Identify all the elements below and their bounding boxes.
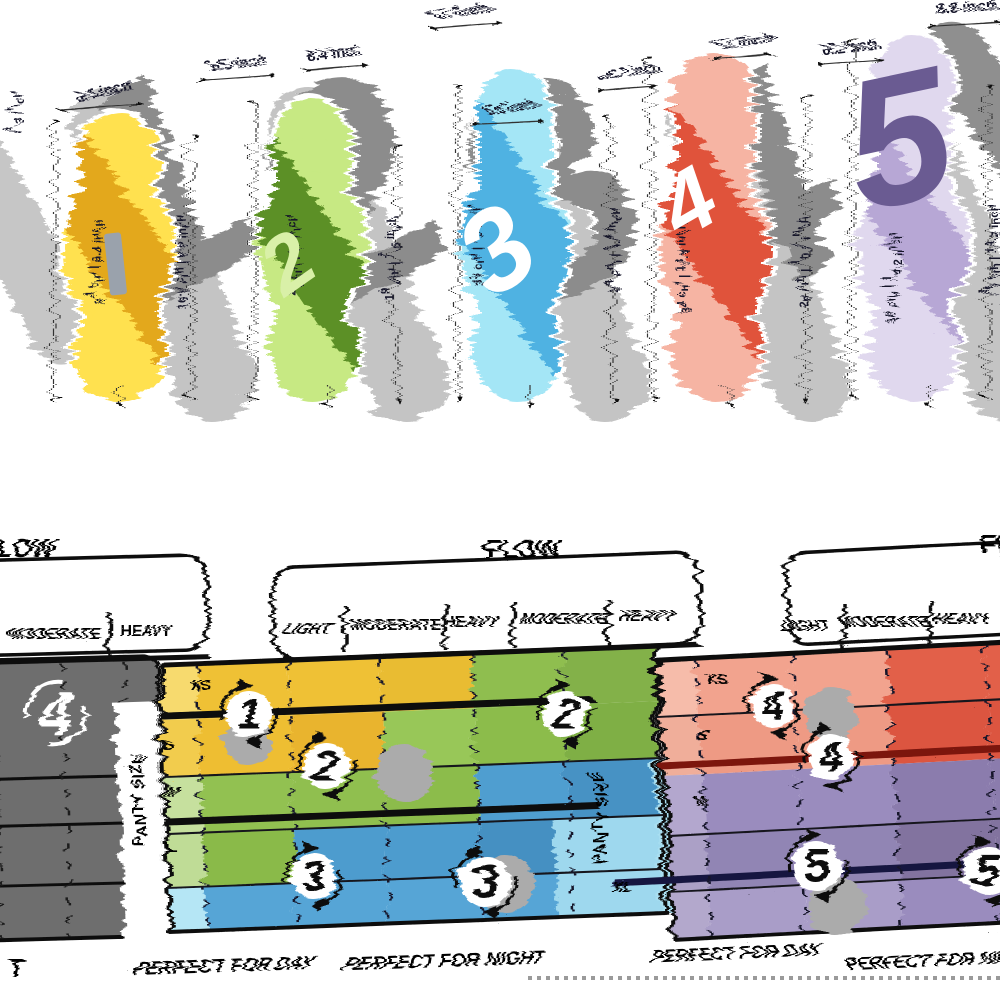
svg-text:5: 5 — [969, 845, 995, 896]
svg-text:8.3 inch: 8.3 inch — [3, 91, 15, 134]
svg-text:L: L — [162, 839, 171, 856]
svg-text:34 cm | 13.4 inch: 34 cm | 13.4 inch — [671, 222, 683, 313]
svg-text:8.4 inch: 8.4 inch — [301, 42, 359, 66]
svg-text:3: 3 — [467, 855, 493, 908]
svg-text:LIGHT: LIGHT — [776, 618, 824, 635]
svg-text:2: 2 — [549, 690, 574, 738]
svg-text:HEAVY: HEAVY — [440, 614, 494, 631]
svg-text:36 cm | 14.2 inch: 36 cm | 14.2 inch — [979, 204, 991, 295]
svg-text:FLOW: FLOW — [975, 529, 1000, 559]
svg-text:XS: XS — [185, 677, 205, 694]
svg-text:HEAVY: HEAVY — [931, 611, 985, 628]
svg-text:HEAVY: HEAVY — [618, 608, 672, 625]
svg-text:26 cm | 10.2 inch: 26 cm | 10.2 inch — [791, 216, 803, 307]
svg-text:4: 4 — [33, 680, 69, 749]
svg-text:4: 4 — [756, 683, 780, 729]
svg-text:33 cm | 13 inch: 33 cm | 13 inch — [463, 204, 475, 286]
svg-text:HEAVY: HEAVY — [113, 623, 167, 640]
svg-text:S: S — [695, 727, 705, 744]
svg-text:S: S — [160, 737, 170, 754]
svg-text:PANTY SIZE: PANTY SIZE — [588, 771, 605, 864]
svg-text:MODERATE: MODERATE — [5, 626, 96, 643]
svg-text:XS: XS — [702, 671, 722, 688]
svg-text:4: 4 — [814, 733, 839, 781]
svg-text:FLOW: FLOW — [480, 534, 557, 564]
svg-text:24 cm | 9.4 inch: 24 cm | 9.4 inch — [601, 207, 613, 292]
svg-text:36 cm | 14.2 inch: 36 cm | 14.2 inch — [883, 232, 895, 323]
svg-text:28 cm | 11 inch: 28 cm | 11 inch — [283, 214, 295, 295]
svg-text:M: M — [164, 784, 177, 801]
svg-text:LIGHT: LIGHT — [281, 621, 329, 638]
svg-text:6.5 inch: 6.5 inch — [201, 52, 259, 76]
svg-text:19 cm | 7.5 inch: 19 cm | 7.5 inch — [381, 215, 393, 300]
svg-text:6.7 inch: 6.7 inch — [713, 30, 771, 54]
svg-text:XL: XL — [608, 879, 627, 896]
svg-text:MODERATE: MODERATE — [836, 614, 927, 631]
svg-text:6.7 inch: 6.7 inch — [429, 0, 487, 23]
svg-text:3: 3 — [298, 852, 322, 900]
svg-text:2: 2 — [309, 742, 334, 790]
svg-text:1: 1 — [231, 690, 255, 738]
svg-text:16.5 cm | 6.5 inch: 16.5 cm | 6.5 inch — [169, 215, 181, 310]
svg-text:M: M — [690, 793, 703, 810]
svg-text:6.6 inch: 6.6 inch — [475, 96, 533, 120]
svg-text:5: 5 — [800, 839, 827, 892]
svg-text:MODERATE: MODERATE — [348, 617, 439, 634]
svg-text:8.8 inch: 8.8 inch — [933, 0, 990, 18]
svg-text:T: T — [2, 953, 20, 983]
svg-text:24 cm | 9.4 inch: 24 cm | 9.4 inch — [86, 219, 98, 304]
svg-text:MODERATE: MODERATE — [515, 611, 606, 628]
svg-text:FLOW: FLOW — [0, 533, 53, 563]
svg-text:PANTY SIZE: PANTY SIZE — [127, 753, 144, 846]
